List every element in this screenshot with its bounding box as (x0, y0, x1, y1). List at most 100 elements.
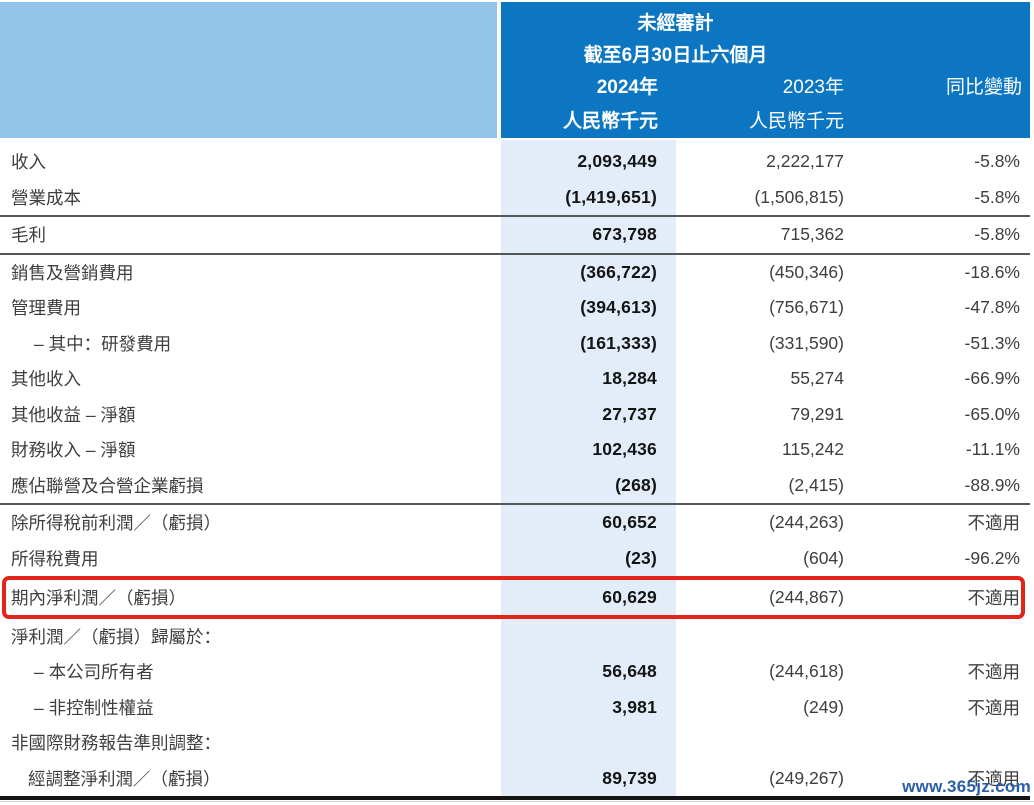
value-change: 不適用 (967, 513, 1021, 534)
value-2024: 3,981 (612, 696, 657, 717)
value-2024: 60,629 (602, 586, 657, 607)
value-2024: 60,652 (602, 512, 657, 533)
table-row-other-gains-net: 其他收益 – 淨額 27,737 79,291 -65.0% (0, 397, 1030, 433)
rule-divider (0, 503, 1030, 505)
value-2024: 27,737 (602, 403, 657, 424)
row-label: 毛利 (11, 225, 46, 246)
value-2024: (23) (625, 547, 657, 568)
header-label-spacer (0, 2, 497, 138)
table-row-non-ifrs-heading: 非國際財務報告準則調整： (0, 725, 1030, 761)
period-label: 截至6月30日止六個月 (583, 45, 768, 66)
table-row-rd-expenses: – 其中：研發費用 (161,333) (331,590) -51.3% (0, 326, 1030, 362)
table-row-share-of-losses: 應佔聯營及合營企業虧損 (268) (2,415) -88.9% (0, 468, 1030, 504)
value-2023: (1,506,815) (754, 186, 844, 207)
table-bottom-rule (0, 796, 1030, 800)
row-label: 應佔聯營及合營企業虧損 (11, 475, 204, 496)
value-2023: 79,291 (790, 403, 844, 424)
row-label: – 本公司所有者 (34, 662, 154, 683)
table-row-attributable-heading: 淨利潤／（虧損）歸屬於： (0, 619, 1030, 655)
table-row-net-profit: 期內淨利潤／（虧損） 60,629 (244,867) 不適用 (0, 576, 1030, 619)
value-2024: 102,436 (592, 439, 657, 460)
value-2023: (331,590) (769, 332, 844, 353)
value-2023: 2,222,177 (766, 151, 844, 172)
value-change: -5.8% (974, 151, 1020, 172)
table-row-other-income: 其他收入 18,284 55,274 -66.9% (0, 361, 1030, 397)
value-2023: (450,346) (769, 261, 844, 282)
value-change: 不適用 (967, 697, 1021, 718)
row-label: 銷售及營銷費用 (11, 262, 134, 283)
column-header-change: 同比變動 (945, 77, 1022, 98)
table-row-adjusted-net-profit: 經調整淨利潤／（虧損） 89,739 (249,267) 不適用 (0, 761, 1030, 797)
unaudited-label: 未經審計 (637, 13, 714, 34)
table-row-admin-expenses: 管理費用 (394,613) (756,671) -47.8% (0, 290, 1030, 326)
value-2024: 89,739 (602, 767, 657, 788)
value-change: 不適用 (967, 662, 1021, 683)
row-label: 除所得稅前利潤／（虧損） (11, 513, 221, 534)
rule-divider (0, 252, 1030, 255)
page-bottom-edge (0, 801, 1034, 802)
value-2024: (394,613) (580, 297, 657, 318)
value-2023: 115,242 (782, 439, 844, 460)
table-row-selling-expenses: 銷售及營銷費用 (366,722) (450,346) -18.6% (0, 255, 1030, 291)
table-row-non-controlling-interests: – 非控制性權益 3,981 (249) 不適用 (0, 690, 1030, 726)
value-2023: 55,274 (790, 368, 844, 389)
row-label: 其他收入 (11, 369, 81, 390)
row-label: 營業成本 (11, 187, 81, 208)
column-2024-highlight (501, 140, 676, 796)
value-2024: (161,333) (580, 332, 657, 353)
value-change: -96.2% (964, 547, 1020, 568)
value-2023: (756,671) (769, 297, 844, 318)
value-2024: (268) (615, 474, 657, 495)
value-2023: (244,867) (769, 586, 844, 607)
row-label: – 非控制性權益 (34, 697, 154, 718)
value-2024: 18,284 (602, 368, 657, 389)
row-label: 經調整淨利潤／（虧損） (28, 768, 221, 789)
value-2024: (366,722) (580, 261, 657, 282)
value-2023: 715,362 (780, 224, 844, 245)
value-2023: (2,415) (788, 474, 844, 495)
unit-label-2023: 人民幣千元 (748, 111, 844, 132)
value-change: 不適用 (967, 768, 1021, 789)
rule-divider (0, 215, 1030, 217)
value-change: -5.8% (974, 186, 1020, 207)
table-row-finance-income-net: 財務收入 – 淨額 102,436 115,242 -11.1% (0, 432, 1030, 468)
row-label: – 其中：研發費用 (34, 333, 172, 354)
column-header-2023: 2023年 (782, 77, 844, 98)
value-change: -5.8% (974, 224, 1020, 245)
row-label: 非國際財務報告準則調整： (11, 733, 221, 754)
table-row-income-tax: 所得稅費用 (23) (604) -96.2% (0, 541, 1030, 577)
value-2023: (249,267) (769, 767, 844, 788)
value-change: -47.8% (964, 297, 1020, 318)
currency-unit-row: 人民幣千元 人民幣千元 (501, 106, 1030, 138)
row-label: 所得稅費用 (11, 548, 99, 569)
income-statement-table: 收入 2,093,449 2,222,177 -5.8% 營業成本 (1,419… (0, 140, 1030, 800)
value-2024: 2,093,449 (577, 151, 657, 172)
column-header-2024: 2024年 (596, 77, 658, 98)
table-row-owners-of-company: – 本公司所有者 56,648 (244,618) 不適用 (0, 654, 1030, 690)
value-2024: (1,419,651) (565, 186, 657, 207)
value-change: -11.1% (965, 439, 1020, 460)
unit-label-2024: 人民幣千元 (562, 111, 658, 132)
value-2023: (244,618) (769, 661, 844, 682)
table-row-gross-profit: 毛利 673,798 715,362 -5.8% (0, 217, 1030, 253)
table-row-profit-before-tax: 除所得稅前利潤／（虧損） 60,652 (244,263) 不適用 (0, 505, 1030, 541)
value-2023: (249) (803, 696, 844, 717)
value-2023: (604) (803, 547, 844, 568)
value-2024: 56,648 (602, 661, 657, 682)
value-change: -66.9% (964, 368, 1020, 389)
value-2023: (244,263) (769, 512, 844, 533)
value-change: -51.3% (964, 332, 1020, 353)
watermark-url: www.365jz.com (902, 777, 1031, 796)
value-change: 不適用 (967, 587, 1021, 608)
value-2024: 673,798 (592, 224, 657, 245)
table-header: 未經審計 截至6月30日止六個月 2024年 2023年 同比變動 人民幣千元 … (501, 2, 1030, 138)
row-label: 期內淨利潤／（虧損） (11, 587, 186, 608)
value-change: -88.9% (964, 474, 1020, 495)
row-label: 其他收益 – 淨額 (11, 404, 136, 425)
row-label: 淨利潤／（虧損）歸屬於： (11, 626, 221, 647)
table-row-cost-of-sales: 營業成本 (1,419,651) (1,506,815) -5.8% (0, 180, 1030, 216)
value-change: -18.6% (964, 261, 1020, 282)
row-label: 管理費用 (11, 298, 81, 319)
row-label: 財務收入 – 淨額 (11, 440, 136, 461)
table-row-revenue: 收入 2,093,449 2,222,177 -5.8% (0, 144, 1030, 180)
